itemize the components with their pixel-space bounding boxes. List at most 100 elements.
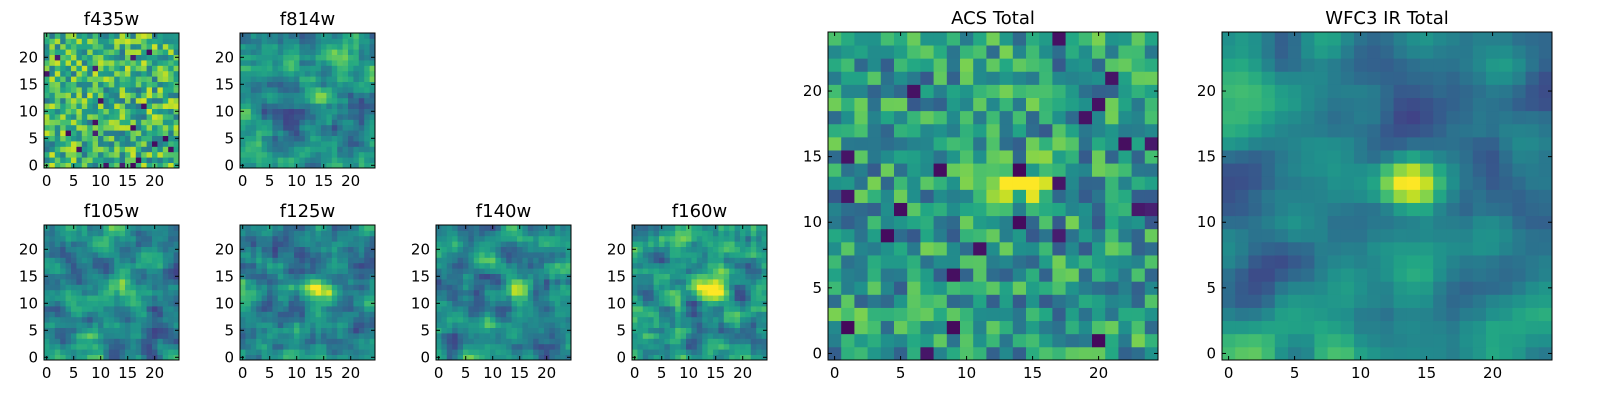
heatmap-cell — [71, 141, 77, 147]
heatmap-cell — [331, 146, 338, 153]
heatmap-cell — [299, 316, 306, 323]
heatmap-cell — [288, 65, 295, 72]
heatmap-cell — [642, 273, 649, 280]
heatmap-cell — [135, 130, 142, 136]
heatmap-cell — [436, 306, 442, 312]
heatmap-cell — [162, 119, 169, 126]
heatmap-cell — [1235, 150, 1249, 164]
heatmap-cell — [511, 268, 518, 274]
heatmap-cell — [353, 316, 360, 323]
heatmap-cell — [369, 157, 376, 163]
heatmap-cell — [369, 235, 376, 242]
heatmap-cell — [304, 151, 311, 158]
heatmap-cell — [283, 135, 289, 142]
heatmap-cell — [729, 268, 735, 274]
heatmap-cell — [92, 33, 99, 39]
heatmap-cell — [369, 257, 376, 264]
heatmap-cell — [675, 311, 681, 318]
heatmap-cell — [152, 54, 158, 61]
heatmap-cell — [1065, 150, 1080, 164]
axes-frame — [435, 224, 572, 361]
heatmap-cell — [267, 268, 273, 274]
heatmap-cell — [326, 316, 333, 323]
heatmap-cell — [283, 338, 289, 345]
heatmap-cell — [828, 45, 842, 59]
heatmap-cell — [54, 54, 61, 61]
x-tick-label: 10 — [287, 172, 306, 190]
heatmap-cell — [76, 225, 83, 231]
heatmap-cell — [675, 300, 681, 307]
heatmap-cell — [294, 60, 300, 66]
heatmap-cell — [108, 146, 115, 153]
heatmap-cell — [173, 103, 180, 109]
heatmap-cell — [98, 119, 104, 126]
heatmap-cell — [146, 262, 153, 269]
heatmap-cell — [1274, 215, 1289, 230]
heatmap-cell — [288, 49, 295, 55]
heatmap-cell — [358, 119, 365, 126]
heatmap-cell — [1039, 176, 1053, 190]
heatmap-cell — [168, 279, 174, 285]
heatmap-cell — [506, 279, 512, 285]
heatmap-cell — [702, 268, 708, 274]
heatmap-cell — [1039, 32, 1053, 46]
heatmap-cell — [315, 49, 322, 55]
heatmap-cell — [1512, 307, 1526, 322]
heatmap-cell — [468, 316, 475, 323]
heatmap-cell — [713, 333, 719, 339]
heatmap-cell — [130, 135, 137, 142]
heatmap-cell — [907, 228, 921, 243]
heatmap-cell — [54, 33, 61, 39]
heatmap-cell — [544, 289, 550, 296]
heatmap-cell — [168, 257, 174, 264]
heatmap-cell — [364, 114, 370, 120]
heatmap-cell — [103, 92, 110, 99]
heatmap-cell — [669, 284, 676, 291]
heatmap-cell — [756, 257, 762, 264]
heatmap-cell — [272, 141, 279, 147]
heatmap-cell — [506, 322, 512, 328]
heatmap-cell — [240, 65, 246, 72]
heatmap-cell — [1367, 228, 1381, 243]
heatmap-cell — [240, 230, 246, 237]
heatmap-cell — [554, 268, 561, 274]
heatmap-cell — [162, 316, 169, 323]
heatmap-cell — [331, 65, 338, 72]
heatmap-cell — [500, 338, 507, 345]
heatmap-cell — [60, 87, 66, 93]
heatmap-cell — [441, 343, 448, 350]
heatmap-cell — [81, 311, 88, 318]
heatmap-cell — [756, 311, 762, 318]
x-tick-label: 5 — [265, 172, 275, 190]
heatmap-cell — [544, 268, 550, 274]
heatmap-cell — [637, 333, 644, 339]
heatmap-cell — [1538, 215, 1553, 230]
heatmap-cell — [973, 268, 987, 282]
heatmap-cell — [441, 311, 448, 318]
heatmap-cell — [358, 151, 365, 158]
heatmap-cell — [168, 33, 174, 39]
heatmap-cell — [240, 124, 246, 131]
heatmap-cell — [283, 311, 289, 318]
heatmap-cell — [135, 252, 142, 258]
heatmap-cell — [267, 130, 273, 136]
heatmap-cell — [527, 289, 534, 296]
heatmap-cell — [1393, 163, 1408, 177]
heatmap-cell — [76, 316, 83, 323]
heatmap-cell — [986, 346, 1000, 361]
heatmap-cell — [81, 262, 88, 269]
heatmap-cell — [267, 157, 273, 163]
heatmap-cell — [173, 151, 180, 158]
heatmap-cell — [364, 273, 370, 280]
y-tick-label: 20 — [607, 240, 626, 258]
heatmap-cell — [157, 97, 164, 104]
heatmap-cell — [81, 235, 88, 242]
heatmap-cell — [250, 124, 257, 131]
heatmap-cell — [119, 241, 126, 247]
heatmap-cell — [1472, 294, 1487, 308]
heatmap-cell — [157, 262, 164, 269]
heatmap-cell — [342, 65, 349, 72]
heatmap-cell — [680, 235, 687, 242]
x-tick-label: 0 — [238, 172, 248, 190]
heatmap-cell — [81, 65, 88, 72]
